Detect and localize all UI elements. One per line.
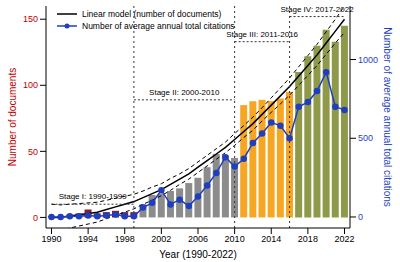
- svg-text:1990: 1990: [41, 234, 61, 244]
- svg-text:2014: 2014: [261, 234, 281, 244]
- svg-text:Number of documents: Number of documents: [8, 68, 18, 166]
- svg-text:Number of average annual total: Number of average annual total citations: [382, 27, 392, 207]
- svg-text:Stage II: 2000-2010: Stage II: 2000-2010: [149, 88, 220, 97]
- svg-text:2010: 2010: [225, 234, 245, 244]
- svg-text:Stage I: 1990-1999: Stage I: 1990-1999: [59, 192, 128, 201]
- svg-text:2022: 2022: [334, 234, 354, 244]
- svg-text:2018: 2018: [298, 234, 318, 244]
- html-text:Linear model (number of docume: Linear model (number of documents): [82, 9, 222, 19]
- svg-text:150: 150: [23, 14, 38, 24]
- svg-text:Stage III: 2011-2016: Stage III: 2011-2016: [226, 30, 298, 39]
- svg-text:500: 500: [358, 133, 373, 143]
- svg-text:100: 100: [23, 80, 38, 90]
- svg-text:0: 0: [33, 213, 38, 223]
- svg-text:Stage IV: 2017-2022: Stage IV: 2017-2022: [280, 5, 354, 14]
- svg-text:2006: 2006: [188, 234, 208, 244]
- svg-text:1994: 1994: [78, 234, 98, 244]
- svg-text:1998: 1998: [115, 234, 135, 244]
- svg-text:1000: 1000: [358, 55, 378, 65]
- html-text:Number of average annual total: Number of average annual total citations: [82, 21, 235, 31]
- svg-text:50: 50: [28, 147, 38, 157]
- svg-text:Year (1990-2022): Year (1990-2022): [159, 249, 236, 260]
- svg-text:0: 0: [358, 212, 363, 222]
- svg-text:2002: 2002: [151, 234, 171, 244]
